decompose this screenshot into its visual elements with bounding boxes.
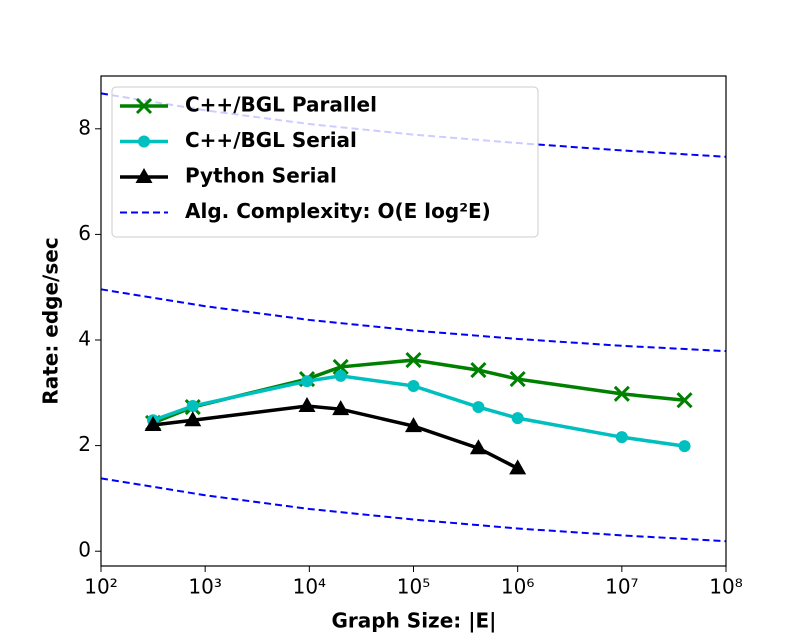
marker-circle — [472, 401, 485, 414]
x-tick-label: 10⁵ — [397, 575, 430, 599]
marker-triangle — [509, 459, 527, 475]
complexity-curve — [100, 477, 727, 543]
marker-triangle — [298, 397, 316, 413]
legend-label: C++/BGL Parallel — [185, 93, 377, 117]
marker-triangle — [469, 439, 487, 455]
y-tick-label: 0 — [78, 538, 91, 562]
marker-x — [613, 385, 630, 402]
legend-label: Alg. Complexity: O(E log²E) — [185, 199, 491, 223]
y-axis-label: Rate: edge/sec — [39, 237, 63, 404]
legend-label: C++/BGL Serial — [185, 128, 357, 152]
complexity-curve — [100, 288, 727, 353]
x-tick-label: 10⁸ — [709, 575, 742, 599]
marker-circle — [511, 412, 524, 425]
marker-x — [135, 97, 153, 115]
y-tick-label: 4 — [78, 327, 91, 351]
marker-triangle — [332, 400, 350, 416]
marker-circle — [301, 375, 314, 388]
marker-triangle — [135, 168, 153, 183]
y-tick-label: 6 — [78, 221, 91, 245]
marker-circle — [334, 369, 347, 382]
plot-frame — [100, 75, 727, 567]
marker-circle — [138, 135, 150, 148]
x-tick-label: 10² — [84, 575, 117, 599]
y-tick-label: 8 — [78, 115, 91, 139]
marker-circle — [615, 431, 628, 444]
x-tick-label: 10⁶ — [501, 575, 534, 599]
marker-triangle — [405, 417, 422, 433]
legend-box — [111, 86, 539, 238]
marker-x — [332, 358, 349, 375]
marker-x — [470, 362, 487, 379]
x-axis-label: Graph Size: |E| — [332, 609, 497, 633]
marker-circle — [678, 440, 691, 453]
marker-x — [509, 371, 526, 388]
y-tick-label: 2 — [78, 432, 91, 456]
x-tick-label: 10³ — [188, 575, 221, 599]
marker-x — [676, 392, 693, 409]
marker-circle — [186, 400, 199, 413]
marker-circle — [407, 379, 420, 392]
marker-triangle — [184, 411, 202, 427]
legend-label: Python Serial — [185, 164, 337, 188]
marker-x — [405, 352, 422, 369]
x-tick-label: 10⁷ — [605, 575, 638, 599]
marker-triangle — [144, 416, 162, 432]
x-tick-label: 10⁴ — [293, 575, 326, 599]
